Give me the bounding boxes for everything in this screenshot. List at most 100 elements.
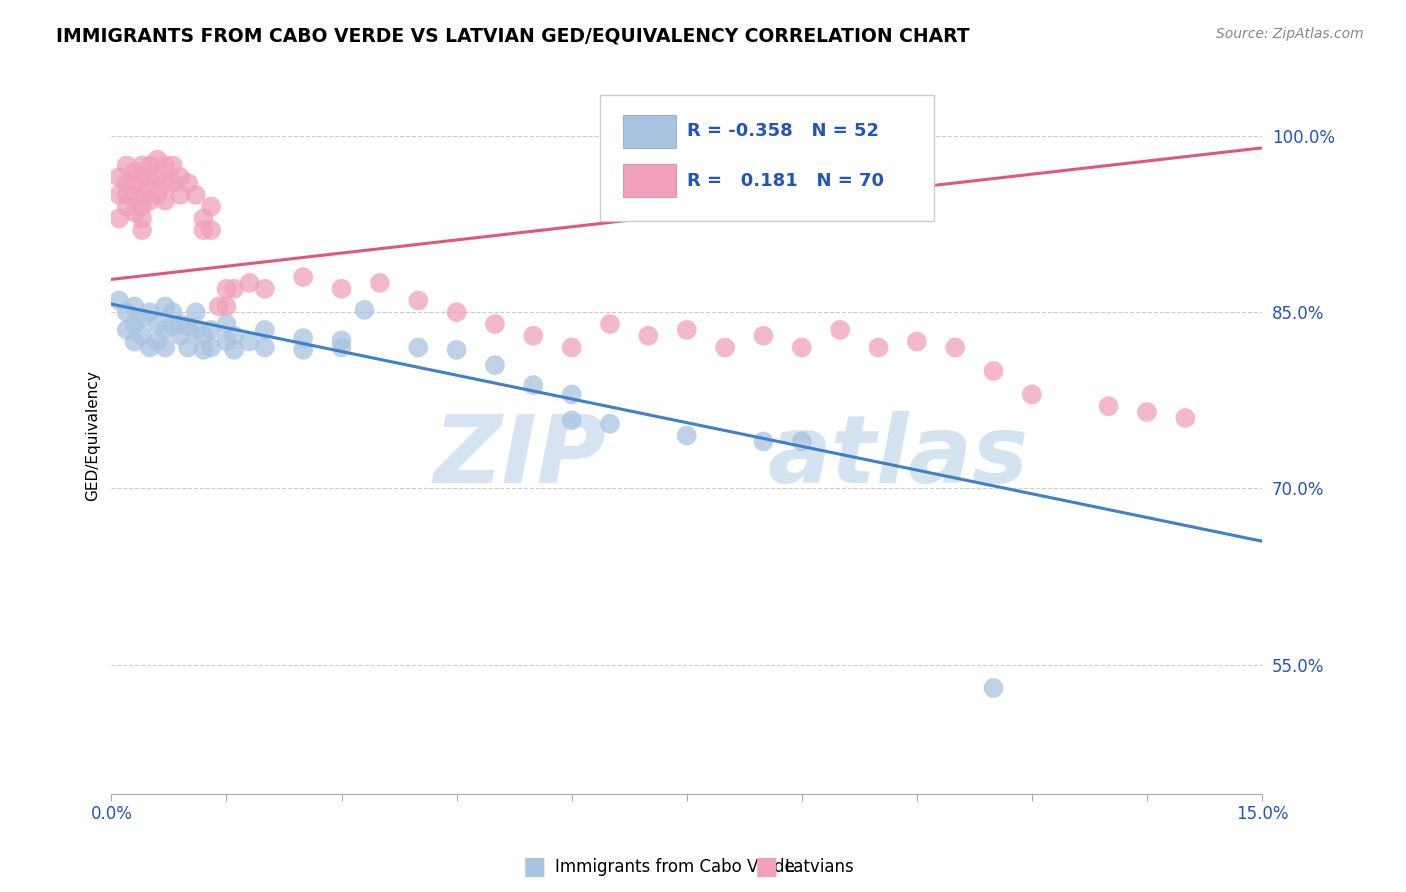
Point [406, 293, 429, 308]
Point [943, 341, 966, 355]
FancyBboxPatch shape [623, 164, 676, 197]
Point [153, 159, 176, 173]
Point [153, 194, 176, 208]
Point [124, 187, 146, 202]
Point [983, 681, 1005, 695]
Point [193, 211, 215, 226]
Point [253, 323, 276, 337]
Y-axis label: GED/Equivalency: GED/Equivalency [86, 370, 100, 501]
Point [983, 364, 1005, 378]
Point [790, 341, 813, 355]
Point [446, 305, 468, 319]
Point [561, 341, 583, 355]
Point [522, 328, 544, 343]
Point [184, 187, 207, 202]
Point [108, 170, 131, 185]
Point [153, 299, 176, 313]
Point [139, 341, 162, 355]
Point [131, 170, 153, 185]
Point [714, 341, 737, 355]
Point [208, 299, 231, 313]
Point [353, 302, 375, 317]
Point [124, 176, 146, 190]
Point [238, 334, 260, 349]
Point [752, 434, 775, 449]
Point [146, 334, 169, 349]
Point [153, 341, 176, 355]
Point [215, 282, 238, 296]
Point [193, 343, 215, 357]
Point [200, 341, 222, 355]
Point [131, 328, 153, 343]
Point [292, 331, 315, 345]
Point [446, 343, 468, 357]
Point [292, 270, 315, 285]
Point [599, 417, 621, 431]
Text: ■: ■ [523, 855, 546, 879]
Text: Source: ZipAtlas.com: Source: ZipAtlas.com [1216, 27, 1364, 41]
Point [169, 328, 191, 343]
Point [177, 319, 200, 334]
Point [131, 211, 153, 226]
Point [790, 434, 813, 449]
Point [224, 282, 246, 296]
Point [115, 305, 138, 319]
Point [215, 334, 238, 349]
Point [177, 176, 200, 190]
Point [162, 319, 184, 334]
Point [522, 378, 544, 392]
Point [139, 305, 162, 319]
Point [139, 159, 162, 173]
Point [146, 170, 169, 185]
Text: Latvians: Latvians [785, 858, 855, 876]
FancyBboxPatch shape [623, 115, 676, 148]
Point [108, 187, 131, 202]
Point [406, 341, 429, 355]
Point [184, 305, 207, 319]
Point [146, 317, 169, 331]
Point [162, 305, 184, 319]
Point [368, 276, 391, 290]
Point [253, 341, 276, 355]
Point [115, 176, 138, 190]
Point [131, 311, 153, 326]
Point [115, 323, 138, 337]
Point [115, 200, 138, 214]
Text: atlas: atlas [768, 411, 1029, 503]
Point [1097, 399, 1119, 413]
Point [169, 317, 191, 331]
Point [146, 153, 169, 167]
Point [330, 282, 353, 296]
Point [215, 317, 238, 331]
Point [637, 328, 659, 343]
Point [1174, 411, 1197, 425]
Point [224, 328, 246, 343]
Point [675, 428, 697, 442]
Point [139, 194, 162, 208]
Point [162, 176, 184, 190]
Point [115, 159, 138, 173]
Point [115, 187, 138, 202]
Point [330, 341, 353, 355]
Point [752, 328, 775, 343]
Point [675, 323, 697, 337]
Point [184, 323, 207, 337]
Point [124, 299, 146, 313]
Point [124, 164, 146, 178]
Point [193, 328, 215, 343]
Text: ZIP: ZIP [433, 411, 606, 503]
Point [253, 282, 276, 296]
Point [131, 200, 153, 214]
Point [131, 159, 153, 173]
Point [292, 343, 315, 357]
Text: ■: ■ [755, 855, 778, 879]
Point [1021, 387, 1043, 401]
FancyBboxPatch shape [600, 95, 934, 220]
Point [124, 334, 146, 349]
Point [484, 358, 506, 372]
Point [830, 323, 852, 337]
Point [561, 387, 583, 401]
Point [1136, 405, 1159, 419]
Point [905, 334, 928, 349]
Point [131, 187, 153, 202]
